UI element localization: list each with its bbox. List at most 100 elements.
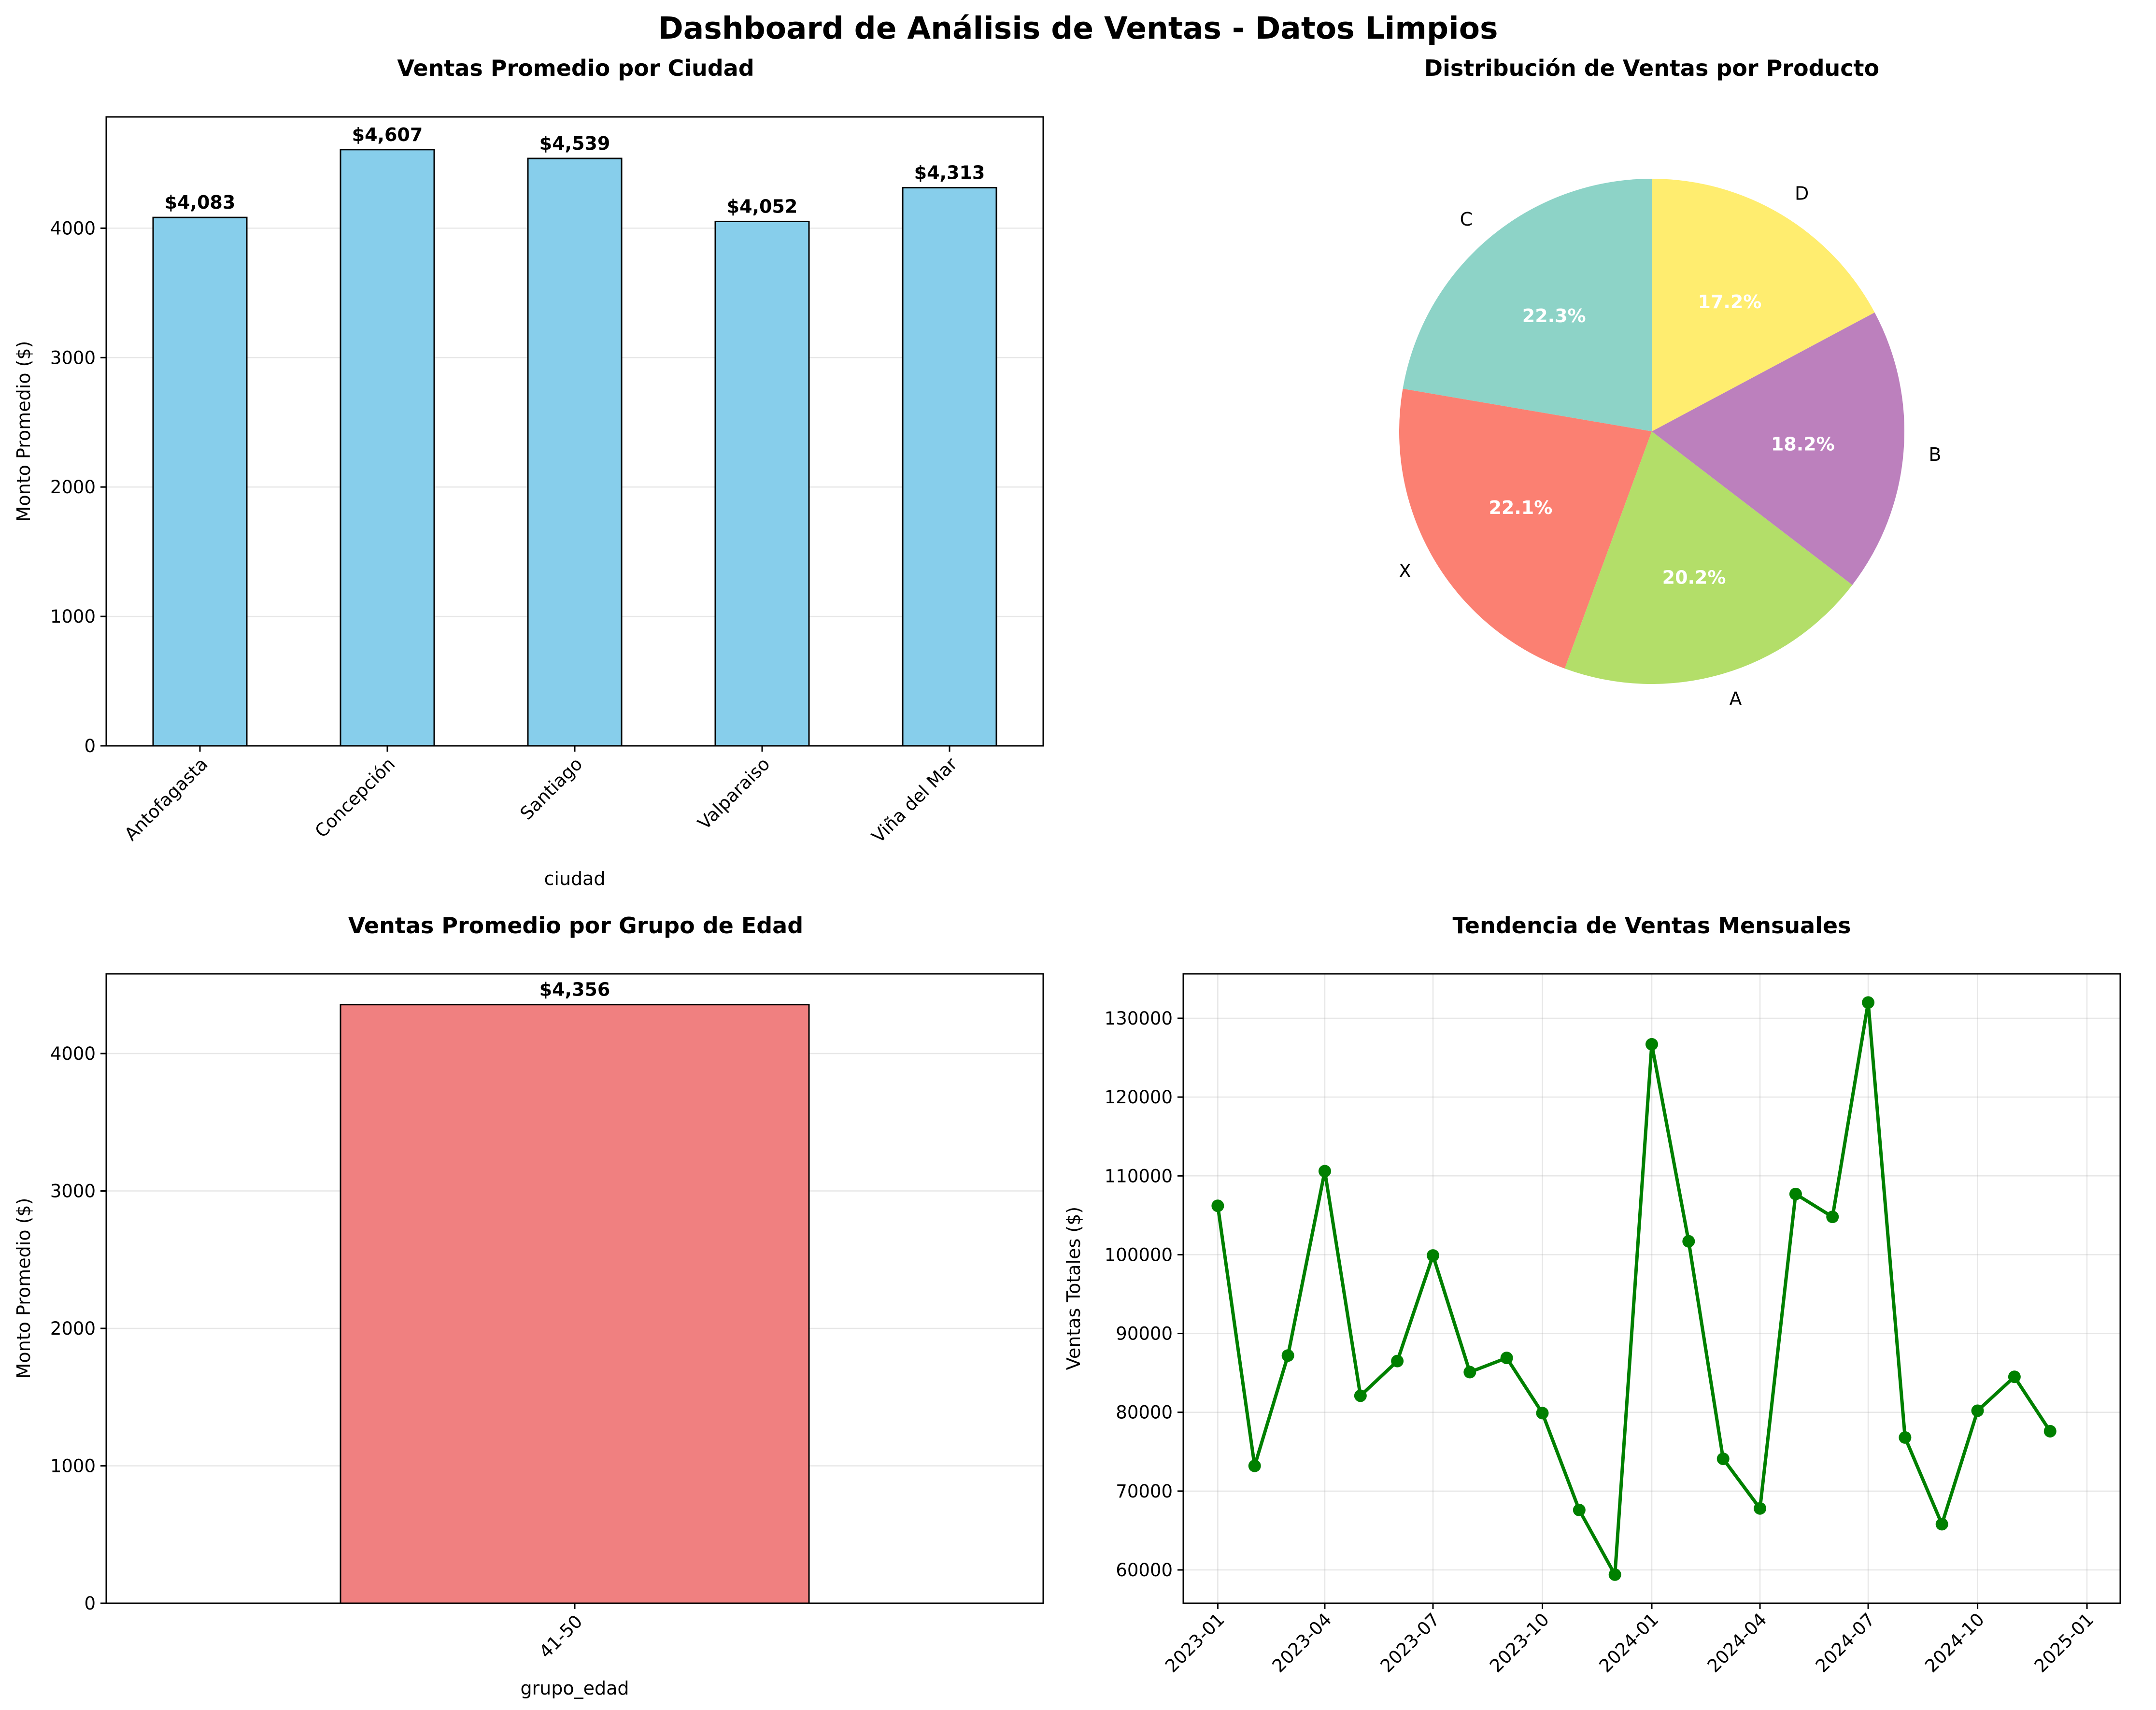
x-tick-label: Santiago	[516, 754, 587, 824]
chart-tendencia-mensual: Tendencia de Ventas Mensuales 60000 70000…	[1063, 912, 2121, 1677]
bar	[527, 157, 623, 747]
x-tick-label: Valparaiso	[694, 754, 774, 834]
x-tick-label: 2024-01	[1595, 1609, 1663, 1677]
y-axis-label: Ventas Totales ($)	[1063, 1207, 1084, 1370]
data-point	[2043, 1425, 2057, 1438]
data-point	[1573, 1504, 1586, 1517]
y-tick-label: 4000	[50, 1043, 96, 1064]
bar-value-label: $4,356	[539, 979, 610, 1000]
data-point	[1789, 1187, 1802, 1200]
y-tick-label: 3000	[50, 1181, 96, 1202]
bar	[340, 149, 435, 747]
pie-slice	[1399, 388, 1652, 669]
chart-title: Ventas Promedio por Ciudad	[397, 55, 754, 81]
bar	[340, 1004, 810, 1604]
y-tick-label: 60000	[1116, 1560, 1173, 1581]
y-tick-label: 80000	[1116, 1402, 1173, 1423]
pie-percent-label: 17.2%	[1698, 291, 1762, 313]
data-point	[1862, 996, 1875, 1009]
bar	[714, 220, 810, 747]
series-line	[1216, 1000, 2052, 1577]
y-tick-label: 0	[84, 1593, 96, 1614]
data-point	[1248, 1459, 1261, 1472]
pie-slice	[1403, 179, 1652, 431]
pie-slice	[1652, 179, 1875, 431]
x-tick-label: 2023-04	[1268, 1609, 1336, 1677]
chart-title: Distribución de Ventas por Producto	[1424, 55, 1879, 81]
data-point	[1318, 1165, 1331, 1178]
x-tick-label: Concepción	[311, 754, 399, 842]
data-point	[1899, 1431, 1912, 1444]
data-point	[1935, 1518, 1948, 1531]
bar-value-label: $4,083	[165, 192, 236, 213]
x-tick-label: 2025-01	[2030, 1609, 2098, 1677]
y-tick-label: 130000	[1105, 1008, 1173, 1029]
data-point	[1463, 1366, 1476, 1379]
y-axis-label: Monto Promedio ($)	[13, 341, 34, 522]
x-tick-label: 2023-01	[1161, 1609, 1229, 1677]
chart-distribucion-producto: Distribución de Ventas por Producto C 22.…	[1399, 55, 1941, 709]
data-point	[1536, 1407, 1549, 1420]
chart-title: Tendencia de Ventas Mensuales	[1452, 912, 1851, 939]
data-point	[1211, 1199, 1224, 1212]
pie-percent-label: 22.1%	[1489, 497, 1552, 518]
x-tick-label: Antofagasta	[120, 754, 212, 845]
x-tick-label: 41-50	[535, 1611, 586, 1662]
data-point	[1608, 1568, 1621, 1581]
y-tick-label: 2000	[50, 477, 96, 498]
y-tick-label: 110000	[1105, 1166, 1173, 1186]
data-point	[1500, 1352, 1513, 1365]
x-tick-label: 2024-04	[1703, 1609, 1771, 1677]
data-point	[1754, 1502, 1767, 1515]
chart-ventas-edad: Ventas Promedio por Grupo de Edad $4,356…	[13, 912, 1044, 1699]
bar	[902, 187, 997, 747]
data-point	[1281, 1349, 1294, 1362]
page-title: Dashboard de Análisis de Ventas - Datos …	[658, 11, 1498, 46]
data-point	[1682, 1235, 1695, 1248]
pie-percent-label: 22.3%	[1522, 305, 1586, 327]
x-tick-label: Viña del Mar	[868, 753, 962, 847]
pie-percent-label: 20.2%	[1662, 567, 1726, 588]
y-axis-label: Monto Promedio ($)	[13, 1198, 34, 1379]
data-point	[1354, 1389, 1367, 1402]
pie-percent-label: 18.2%	[1771, 434, 1835, 455]
y-tick-label: 3000	[50, 347, 96, 368]
data-point	[1645, 1038, 1658, 1051]
y-tick-label: 0	[84, 736, 96, 756]
data-point	[2008, 1370, 2021, 1383]
pie-slice-label: X	[1399, 560, 1411, 582]
pie-slice-label: A	[1730, 688, 1742, 709]
bar-value-label: $4,052	[727, 196, 798, 217]
pie-slice-label: B	[1929, 444, 1941, 465]
pie-slice-label: C	[1460, 209, 1473, 230]
chart-title: Ventas Promedio por Grupo de Edad	[348, 912, 803, 939]
y-tick-label: 2000	[50, 1318, 96, 1339]
bar-value-label: $4,539	[539, 133, 610, 154]
y-tick-label: 1000	[50, 1456, 96, 1477]
pie-slice-label: D	[1795, 183, 1809, 204]
pie-slice	[1652, 312, 1904, 585]
pie-slice	[1564, 431, 1853, 684]
chart-ventas-ciudad: Ventas Promedio por Ciudad $4,083 $4,607 $…	[13, 55, 1044, 889]
y-tick-label: 100000	[1105, 1244, 1173, 1265]
data-point	[1826, 1211, 1839, 1224]
x-tick-label: 2024-07	[1812, 1609, 1879, 1677]
y-tick-label: 120000	[1105, 1087, 1173, 1108]
y-tick-label: 90000	[1116, 1324, 1173, 1344]
bar	[152, 216, 248, 747]
y-tick-label: 4000	[50, 218, 96, 239]
data-point	[1971, 1404, 1984, 1417]
bar-value-label: $4,313	[914, 162, 985, 184]
x-axis-label: grupo_edad	[520, 1678, 629, 1699]
x-tick-label: 2023-10	[1486, 1609, 1553, 1677]
x-tick-label: 2023-07	[1376, 1609, 1444, 1677]
data-point	[1427, 1249, 1440, 1262]
y-tick-label: 70000	[1116, 1481, 1173, 1502]
x-tick-label: 2024-10	[1921, 1609, 1988, 1677]
bar-value-label: $4,607	[352, 124, 423, 145]
data-point	[1716, 1452, 1730, 1465]
x-axis-label: ciudad	[544, 868, 605, 889]
y-tick-label: 1000	[50, 606, 96, 627]
data-point	[1391, 1354, 1404, 1368]
